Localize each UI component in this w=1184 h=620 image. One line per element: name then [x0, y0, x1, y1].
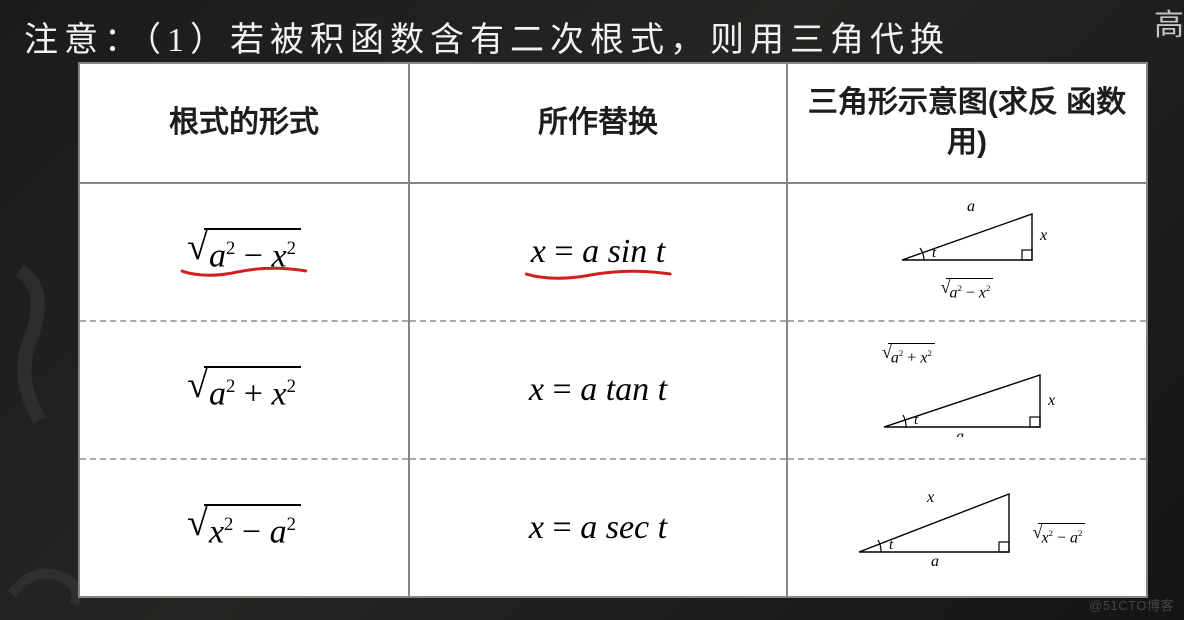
page-heading: 注意：（1）若被积函数含有二次根式，则用三角代换	[24, 12, 1160, 61]
table-row: √a2 − x2x = a sin taxt√a2 − x2	[79, 183, 1147, 321]
svg-text:x: x	[1039, 227, 1047, 244]
trig-substitution-table: 根式的形式 所作替换 三角形示意图(求反 函数用) √a2 − x2 x = a …	[78, 62, 1148, 598]
col-header-triangle: 三角形示意图(求反 函数用)	[787, 63, 1147, 183]
table-row: √a2 + x2x = a tan t√a2 + x2xat	[79, 321, 1147, 459]
radical-expr: √x2 − a2	[187, 506, 301, 543]
cell-triangle: √a2 + x2xat	[787, 321, 1147, 459]
svg-text:a: a	[967, 202, 975, 215]
col-header-radical: 根式的形式	[79, 63, 409, 183]
col-header-substitution: 所作替换	[409, 63, 787, 183]
svg-text:x: x	[926, 489, 934, 506]
substitution-expr: x = a tan t	[529, 371, 667, 408]
svg-text:x: x	[1047, 392, 1055, 409]
svg-text:t: t	[914, 412, 919, 428]
svg-text:a: a	[956, 428, 964, 437]
svg-text:a: a	[931, 553, 939, 566]
radical-expr: √a2 + x2	[187, 368, 301, 405]
cell-radical: √a2 − x2	[79, 183, 409, 321]
cell-triangle: axt√a2 − x2	[787, 183, 1147, 321]
substitution-expr: x = a sin t	[531, 233, 665, 270]
cell-triangle: xat√x2 − a2	[787, 459, 1147, 597]
cell-substitution: x = a tan t	[409, 321, 787, 459]
cell-substitution: x = a sin t	[409, 183, 787, 321]
radical-expr: √a2 − x2	[187, 230, 301, 267]
table-row: √x2 − a2x = a sec txat√x2 − a2	[79, 459, 1147, 597]
cell-radical: √x2 − a2	[79, 459, 409, 597]
substitution-expr: x = a sec t	[529, 509, 667, 546]
watermark: @51CTO博客	[1089, 595, 1174, 614]
table-header-row: 根式的形式 所作替换 三角形示意图(求反 函数用)	[79, 63, 1147, 183]
cell-substitution: x = a sec t	[409, 459, 787, 597]
cell-radical: √a2 + x2	[79, 321, 409, 459]
